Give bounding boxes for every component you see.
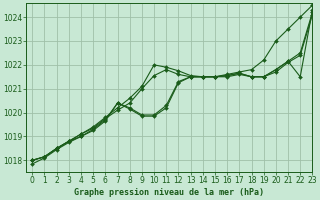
X-axis label: Graphe pression niveau de la mer (hPa): Graphe pression niveau de la mer (hPa) <box>74 188 264 197</box>
